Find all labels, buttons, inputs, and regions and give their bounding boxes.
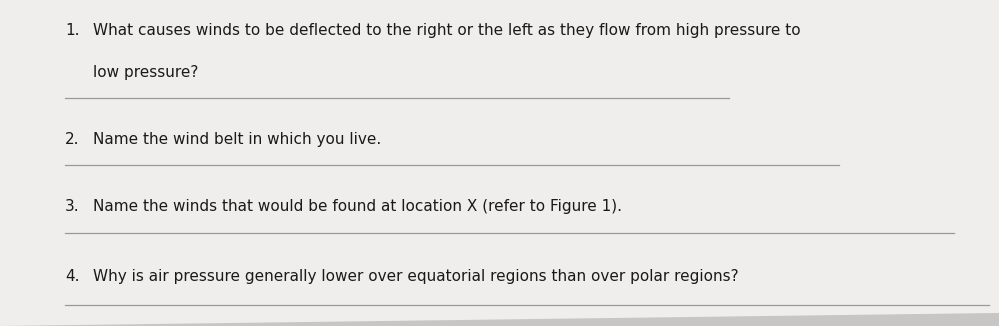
- Text: 4.: 4.: [65, 269, 80, 284]
- Text: Name the wind belt in which you live.: Name the wind belt in which you live.: [93, 132, 382, 147]
- Text: low pressure?: low pressure?: [93, 65, 198, 80]
- Text: Why is air pressure generally lower over equatorial regions than over polar regi: Why is air pressure generally lower over…: [93, 269, 738, 284]
- Text: What causes winds to be deflected to the right or the left as they flow from hig: What causes winds to be deflected to the…: [93, 23, 800, 38]
- Text: 3.: 3.: [65, 199, 80, 214]
- Text: 1.: 1.: [65, 23, 80, 38]
- Text: 2.: 2.: [65, 132, 80, 147]
- Text: Name the winds that would be found at location X (refer to Figure 1).: Name the winds that would be found at lo…: [93, 199, 622, 214]
